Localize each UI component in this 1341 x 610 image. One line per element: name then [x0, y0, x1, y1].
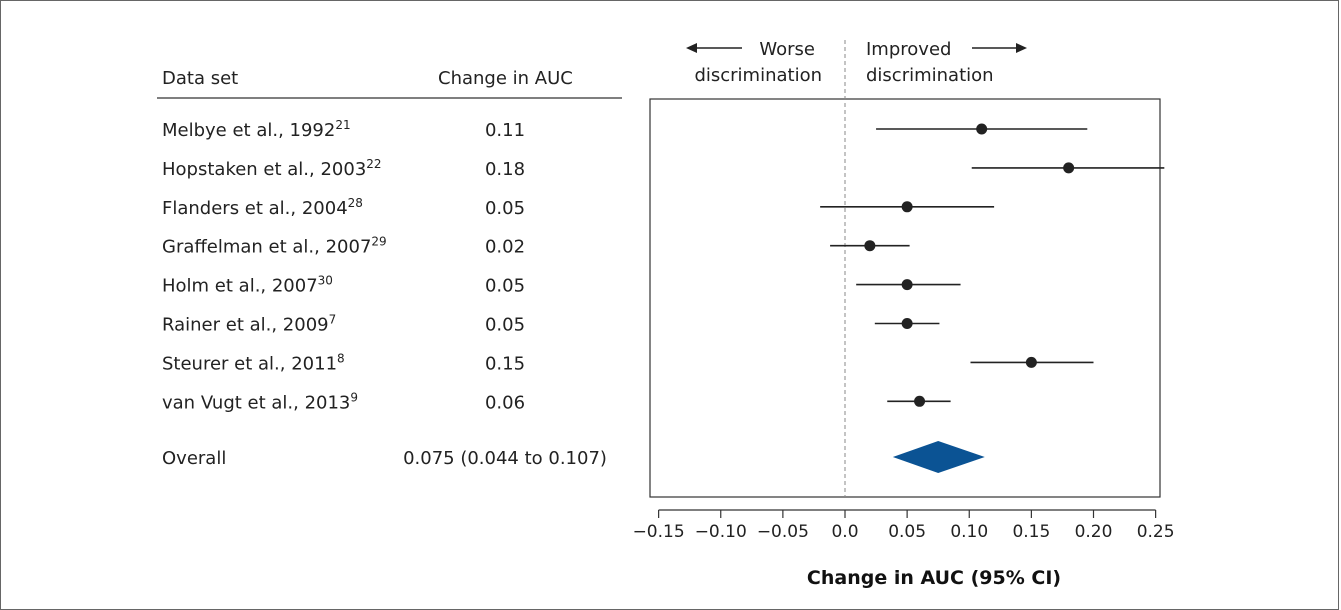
study-name-text: Rainer et al., 2009 [162, 315, 329, 336]
x-tick-label: −0.05 [757, 522, 809, 542]
improved-line2: discrimination [866, 65, 994, 86]
study-name-text: Steurer et al., 2011 [162, 353, 337, 374]
study-name: Graffelman et al., 200729 [162, 235, 387, 258]
overall-label: Overall [162, 448, 226, 469]
study-name: Flanders et al., 200428 [162, 196, 363, 219]
plot-area [649, 98, 1161, 498]
study-name-text: Graffelman et al., 2007 [162, 237, 371, 258]
study-change-value: 0.11 [485, 120, 525, 141]
x-tick-label: −0.10 [695, 522, 747, 542]
study-reference: 29 [371, 235, 386, 249]
x-tick-label: 0.15 [1012, 522, 1050, 542]
study-reference: 21 [335, 118, 350, 132]
study-point [914, 395, 926, 407]
study-reference: 28 [348, 196, 363, 210]
x-tick-label: −0.15 [633, 522, 685, 542]
x-tick-label: 0.20 [1075, 522, 1113, 542]
arrow-right-icon [1016, 43, 1027, 53]
study-name: Holm et al., 200730 [162, 274, 333, 297]
overall-change-value: 0.075 (0.044 to 0.107) [403, 448, 607, 469]
study-name-text: van Vugt et al., 2013 [162, 392, 350, 413]
study-reference: 8 [337, 351, 345, 365]
study-name: Rainer et al., 20097 [162, 313, 336, 336]
study-name-text: Melbye et al., 1992 [162, 120, 335, 141]
study-name: Steurer et al., 20118 [162, 351, 345, 374]
study-change-value: 0.06 [485, 392, 525, 413]
study-name: Hopstaken et al., 200322 [162, 157, 382, 180]
study-point [1025, 356, 1037, 368]
study-change-value: 0.18 [485, 159, 525, 180]
study-change-value: 0.15 [485, 353, 525, 374]
worse-line1: Worse [759, 39, 815, 60]
worse-line2: discrimination [694, 65, 822, 86]
study-rows: Melbye et al., 199221 0.11 Hopstaken et al… [162, 118, 607, 469]
arrow-left-icon [686, 43, 697, 53]
study-change-value: 0.05 [485, 315, 525, 336]
header-change: Change in AUC [438, 68, 573, 89]
study-point [901, 201, 913, 213]
improved-discrimination-label: Improved discrimination [866, 39, 1027, 86]
x-tick-label: 0.25 [1137, 522, 1175, 542]
study-name-text: Flanders et al., 2004 [162, 198, 348, 219]
study-reference: 30 [318, 274, 333, 288]
header-dataset: Data set [162, 68, 238, 89]
worse-discrimination-label: Worse discrimination [686, 39, 822, 86]
study-point [901, 318, 913, 329]
study-name: Melbye et al., 199221 [162, 118, 351, 141]
study-change-value: 0.02 [485, 237, 525, 258]
overall-diamond [892, 441, 985, 473]
study-name-text: Holm et al., 2007 [162, 276, 318, 297]
x-tick-label: 0.0 [831, 522, 858, 542]
study-change-value: 0.05 [485, 276, 525, 297]
study-change-value: 0.05 [485, 198, 525, 219]
x-axis-label: Change in AUC (95% CI) [807, 567, 1061, 589]
study-name-text: Hopstaken et al., 2003 [162, 159, 366, 180]
study-name: van Vugt et al., 20139 [162, 390, 358, 413]
study-point [901, 279, 913, 291]
x-tick-label: 0.10 [950, 522, 988, 542]
study-marks [820, 123, 1165, 473]
study-point [976, 123, 988, 135]
improved-line1: Improved [866, 39, 951, 60]
x-tick-label: 0.05 [888, 522, 926, 542]
study-point [864, 240, 876, 252]
study-reference: 9 [350, 390, 358, 404]
study-point [1063, 162, 1075, 174]
x-axis: −0.15 −0.10 −0.05 0.0 0.05 0.10 0.15 0.20 0.25 [633, 509, 1175, 542]
study-reference: 7 [329, 313, 337, 327]
study-reference: 22 [366, 157, 381, 171]
